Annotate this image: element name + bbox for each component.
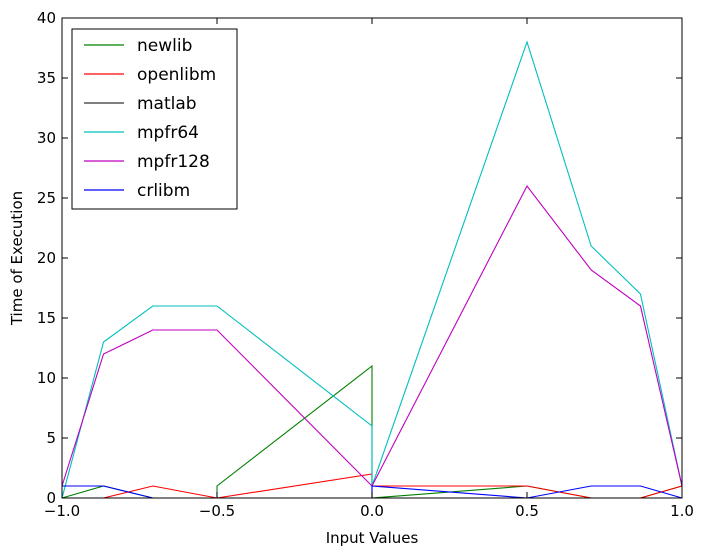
legend-box	[71, 28, 238, 210]
legend-label-mpfr128: mpfr128	[137, 152, 210, 172]
y-tick-label: 5	[46, 429, 56, 447]
x-tick-label: 0.0	[360, 502, 384, 520]
y-tick-label: 15	[37, 309, 56, 327]
legend-label-newlib: newlib	[137, 36, 192, 56]
y-axis-label: Time of Execution	[8, 191, 26, 326]
legend-label-matlab: matlab	[137, 94, 197, 114]
y-tick-label: 40	[37, 9, 56, 27]
legend: newlib openlibm matlab mpfr64 mpfr128 crlibm	[71, 28, 238, 210]
y-tick-label: 30	[37, 129, 56, 147]
legend-label-crlibm: crlibm	[137, 181, 190, 201]
x-tick-label: 0.5	[515, 502, 539, 520]
x-tick-label: −0.5	[199, 502, 235, 520]
series-line-mpfr64	[61, 40, 683, 499]
legend-label-mpfr64: mpfr64	[137, 123, 199, 143]
x-tick-label: −1.0	[44, 502, 80, 520]
legend-label-openlibm: openlibm	[137, 65, 216, 85]
ticks-layer: −1.0 −0.5 0.0 0.5 1.0 0 5 10 15 20 25 30 35 40	[37, 9, 694, 520]
y-tick-label: 35	[37, 69, 56, 87]
y-tick-label: 0	[46, 489, 56, 507]
y-tick-label: 25	[37, 189, 56, 207]
x-axis-label: Input Values	[326, 529, 419, 547]
y-tick-label: 10	[37, 369, 56, 387]
y-tick-label: 20	[37, 249, 56, 267]
x-tick-label: 1.0	[670, 502, 694, 520]
